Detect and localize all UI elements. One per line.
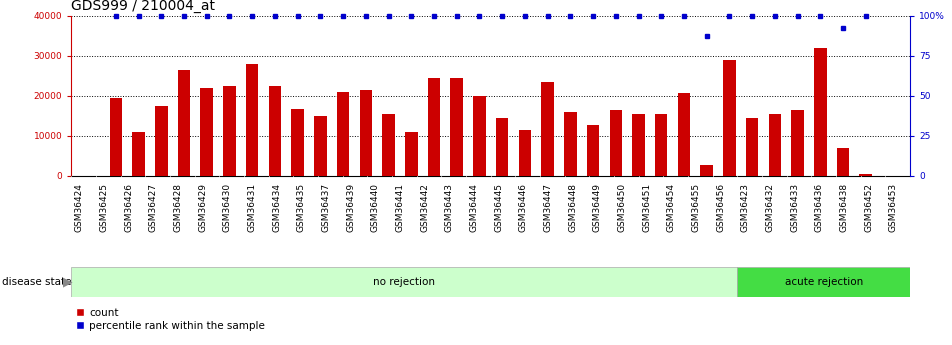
Bar [609, 110, 622, 176]
Text: GSM36443: GSM36443 [445, 183, 453, 232]
Text: GSM36434: GSM36434 [272, 183, 281, 232]
Bar [109, 98, 122, 176]
Bar [723, 60, 735, 176]
Bar [405, 132, 417, 176]
Bar [359, 90, 371, 176]
Bar [700, 165, 712, 176]
Bar [518, 130, 530, 176]
Text: GSM36428: GSM36428 [173, 183, 182, 232]
Bar [314, 116, 327, 176]
Text: GSM36451: GSM36451 [642, 183, 650, 233]
Legend: count, percentile rank within the sample: count, percentile rank within the sample [71, 304, 269, 335]
Text: GSM36423: GSM36423 [740, 183, 749, 232]
Text: GSM36440: GSM36440 [370, 183, 380, 232]
Bar [336, 92, 349, 176]
Bar [790, 110, 803, 176]
Text: GSM36441: GSM36441 [395, 183, 404, 232]
Bar [631, 114, 645, 176]
Bar [450, 78, 463, 176]
Bar [427, 78, 440, 176]
Text: GSM36432: GSM36432 [764, 183, 774, 232]
Text: GSM36442: GSM36442 [420, 183, 428, 232]
Bar [495, 118, 507, 176]
Text: GSM36448: GSM36448 [567, 183, 577, 232]
Text: GSM36439: GSM36439 [346, 183, 355, 233]
Bar [654, 114, 666, 176]
Bar [836, 148, 848, 176]
Bar [859, 174, 871, 176]
Bar [768, 114, 781, 176]
FancyBboxPatch shape [737, 267, 909, 297]
Text: GSM36447: GSM36447 [543, 183, 552, 232]
Text: GSM36452: GSM36452 [863, 183, 872, 232]
Text: GSM36435: GSM36435 [296, 183, 306, 233]
Bar [586, 125, 599, 176]
Text: GSM36433: GSM36433 [789, 183, 799, 233]
Text: GSM36427: GSM36427 [149, 183, 158, 232]
Text: GSM36431: GSM36431 [248, 183, 256, 233]
Text: GSM36446: GSM36446 [518, 183, 527, 232]
Text: GSM36454: GSM36454 [666, 183, 675, 232]
Bar [200, 88, 212, 176]
Text: GSM36429: GSM36429 [198, 183, 207, 232]
Text: acute rejection: acute rejection [783, 277, 862, 287]
Text: GSM36444: GSM36444 [469, 183, 478, 232]
Text: GSM36455: GSM36455 [691, 183, 700, 233]
Bar [178, 70, 190, 176]
Text: GSM36450: GSM36450 [617, 183, 625, 233]
Bar [223, 86, 235, 176]
Bar [813, 48, 825, 176]
Bar [677, 92, 689, 176]
Bar [564, 112, 576, 176]
Bar [132, 132, 145, 176]
Text: GSM36438: GSM36438 [839, 183, 847, 233]
Bar [268, 86, 281, 176]
Bar [291, 109, 304, 176]
Text: GSM36425: GSM36425 [99, 183, 109, 232]
Text: ▶: ▶ [63, 276, 72, 288]
Bar [473, 96, 486, 176]
Text: GSM36426: GSM36426 [124, 183, 133, 232]
Text: GSM36430: GSM36430 [223, 183, 231, 233]
Bar [541, 82, 553, 176]
Text: GSM36453: GSM36453 [888, 183, 897, 233]
Bar [246, 63, 258, 176]
Text: GSM36437: GSM36437 [321, 183, 330, 233]
Bar [155, 106, 168, 176]
Text: GSM36456: GSM36456 [715, 183, 724, 233]
Text: disease state: disease state [2, 277, 71, 287]
Text: GSM36436: GSM36436 [814, 183, 823, 233]
Bar [382, 114, 394, 176]
Text: GDS999 / 210004_at: GDS999 / 210004_at [71, 0, 215, 13]
Text: GSM36424: GSM36424 [74, 183, 84, 232]
Text: GSM36445: GSM36445 [493, 183, 503, 232]
FancyBboxPatch shape [71, 267, 737, 297]
Text: GSM36449: GSM36449 [592, 183, 601, 232]
Text: no rejection: no rejection [373, 277, 435, 287]
Bar [745, 118, 758, 176]
